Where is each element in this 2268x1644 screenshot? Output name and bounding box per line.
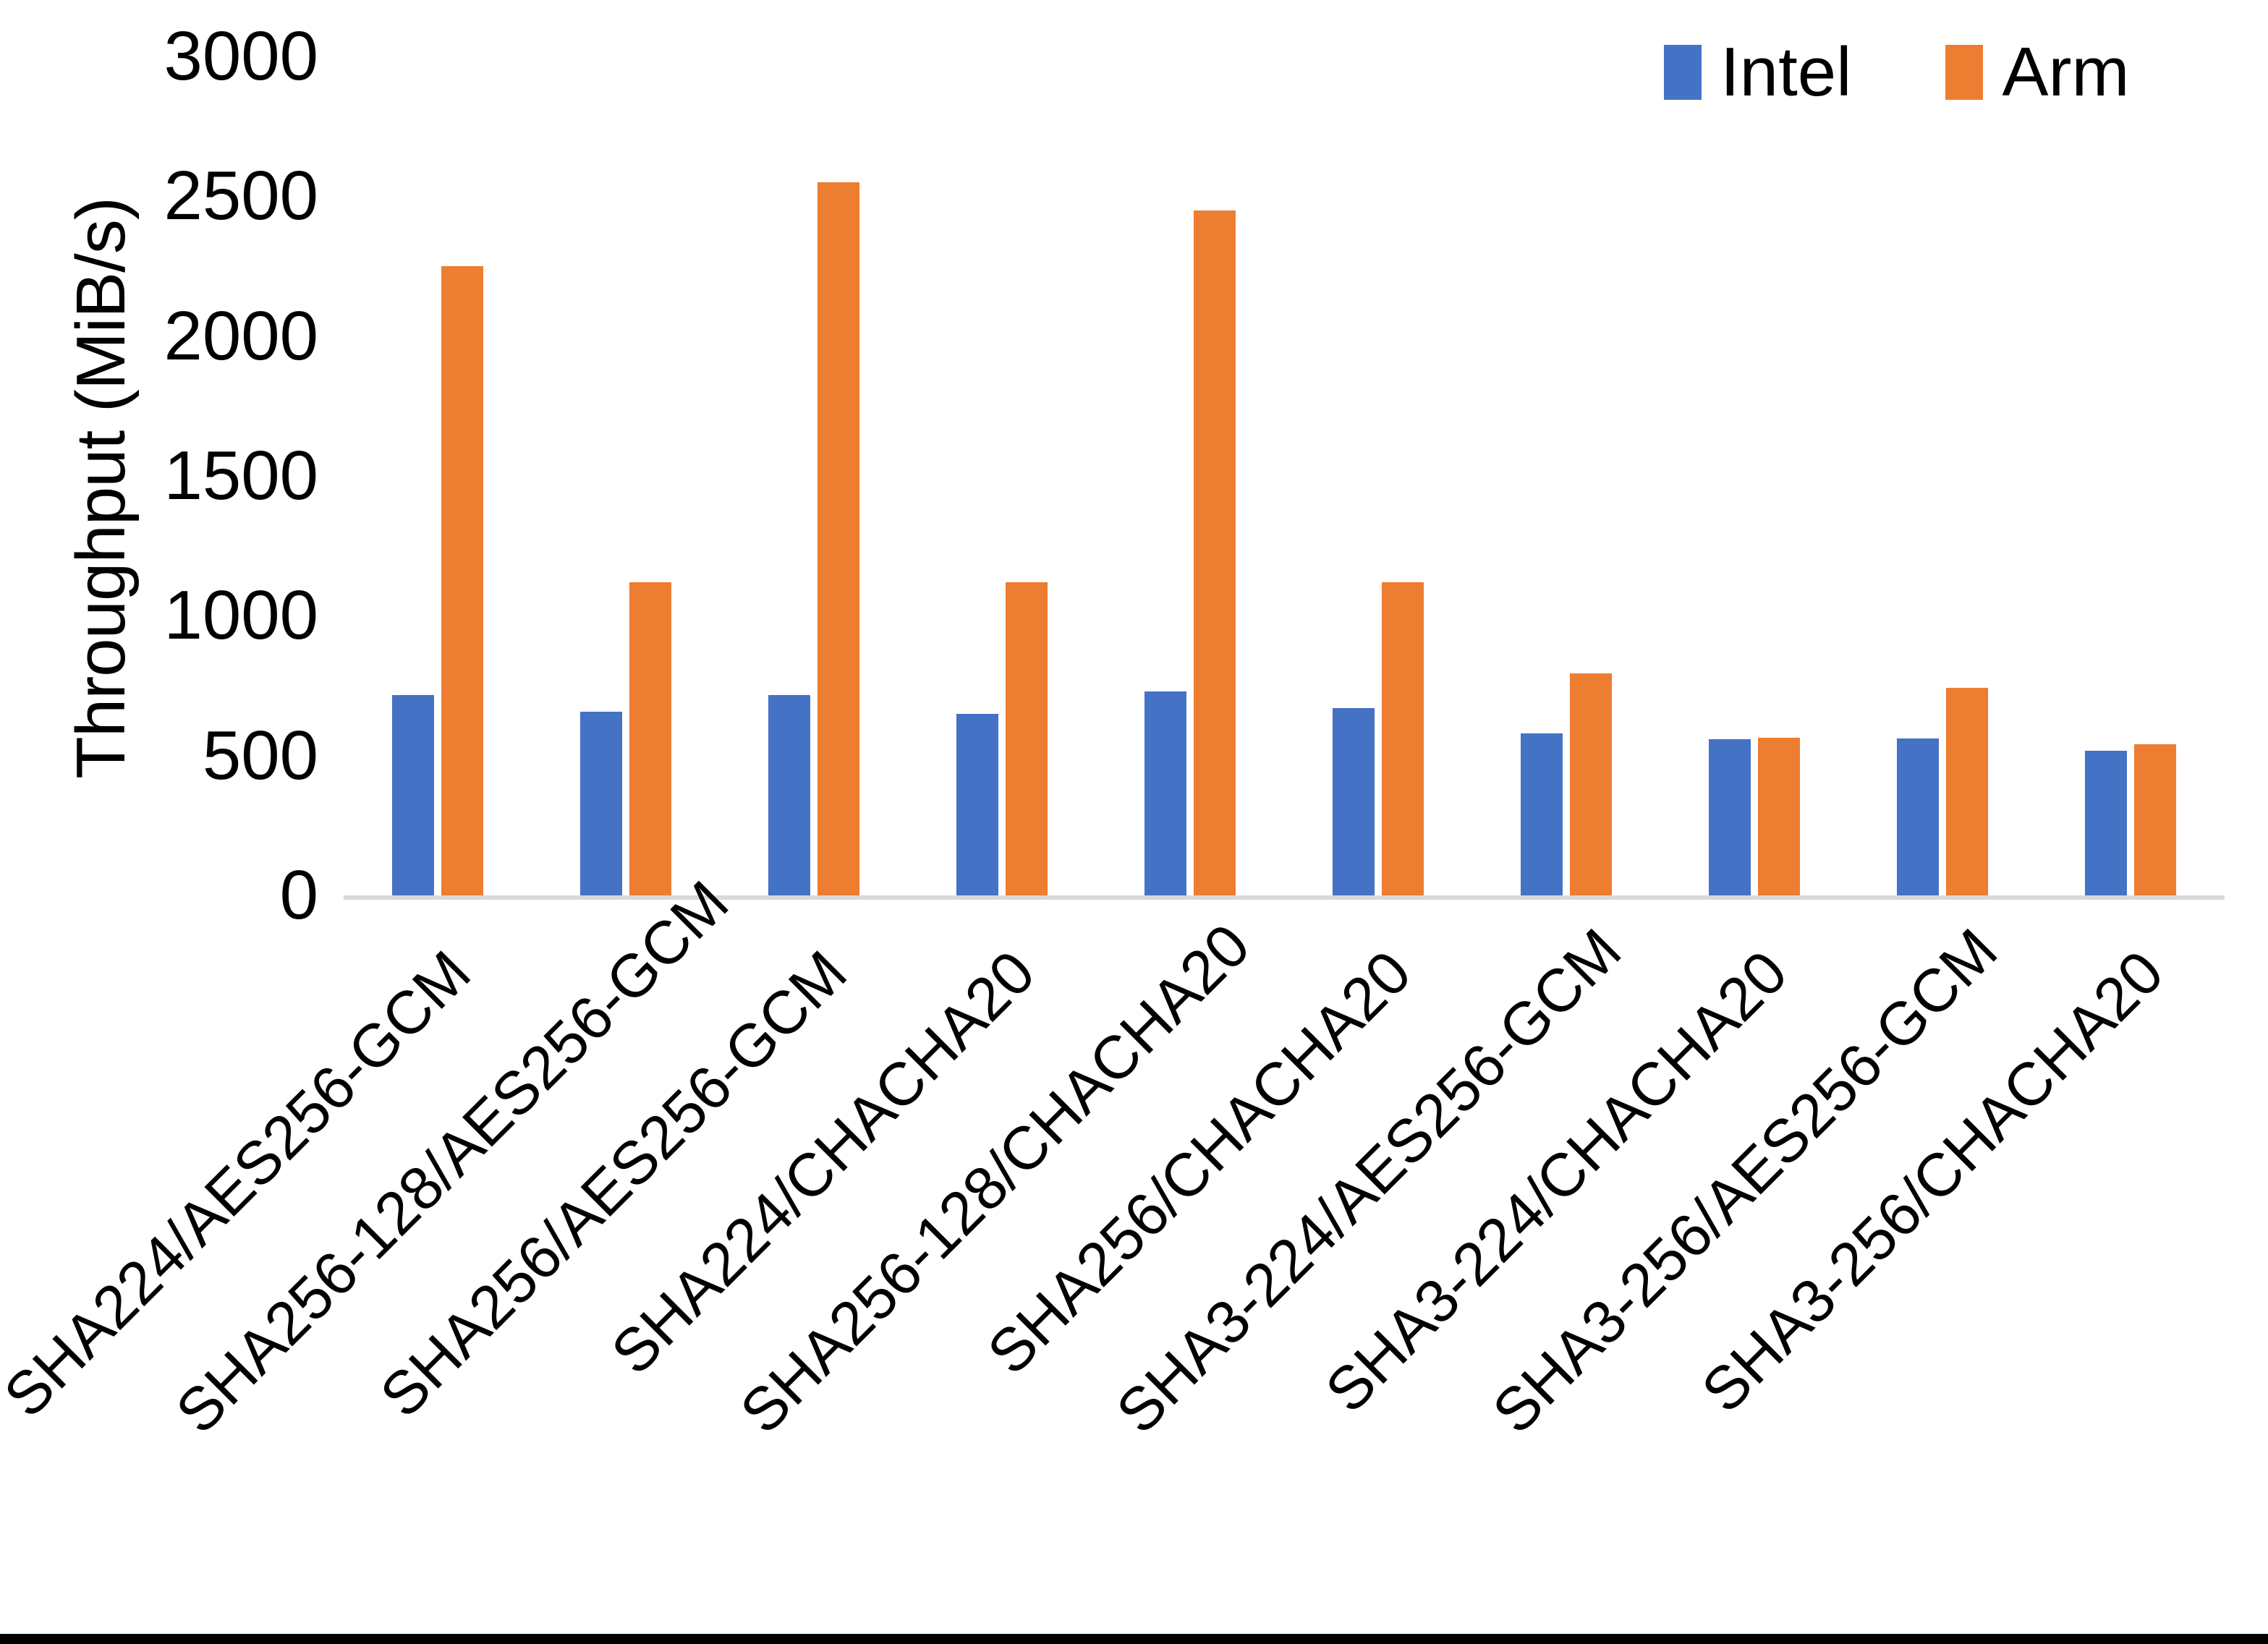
- bar-arm: [441, 266, 483, 895]
- bar-group: [1709, 56, 1800, 895]
- bar-arm: [1758, 737, 1800, 895]
- y-axis-tick-label: 2500: [163, 157, 318, 235]
- bar-group: [1897, 56, 1988, 895]
- bar-arm: [2134, 744, 2176, 895]
- bar-intel: [1521, 733, 1563, 895]
- legend-label: Intel: [1720, 33, 1852, 111]
- legend-label: Arm: [2002, 33, 2130, 111]
- bar-intel: [392, 694, 434, 895]
- x-axis-line: [344, 895, 2225, 900]
- bar-intel: [1333, 707, 1375, 895]
- bar-group: [1144, 56, 1236, 895]
- bar-intel: [1709, 739, 1751, 895]
- bar-group: [1333, 56, 1424, 895]
- bar-group: [768, 56, 859, 895]
- bar-arm: [1570, 673, 1612, 895]
- legend-swatch-icon: [1945, 45, 1984, 100]
- y-axis-tick-label: 1500: [163, 437, 318, 514]
- y-axis-tick-label: 0: [279, 856, 318, 934]
- bar-group: [392, 56, 483, 895]
- bar-group: [1521, 56, 1612, 895]
- plot-area: [344, 56, 2225, 895]
- legend-item-arm[interactable]: Arm: [1945, 38, 2129, 107]
- bar-arm: [817, 182, 859, 895]
- bar-intel: [768, 694, 810, 895]
- bar-arm: [1382, 582, 1424, 895]
- chart-legend: Intel Arm: [1664, 38, 2129, 107]
- bar-group: [956, 56, 1048, 895]
- y-axis-tick-labels: 3000 2500 2000 1500 1000 500 0: [101, 0, 318, 1644]
- legend-item-intel[interactable]: Intel: [1664, 38, 1851, 107]
- bar-arm: [629, 582, 671, 895]
- bar-intel: [956, 713, 998, 895]
- x-axis-category-labels: SHA224/AES256-GCM SHA256-128/AES256-GCM SH…: [0, 868, 2268, 1562]
- y-axis-tick-label: 2000: [163, 297, 318, 375]
- bar-arm: [1946, 687, 1988, 895]
- bar-arm: [1006, 582, 1048, 895]
- bar-group: [2085, 56, 2176, 895]
- bar-intel: [2085, 751, 2127, 895]
- y-axis-tick-label: 1000: [163, 576, 318, 655]
- y-axis-tick-label: 3000: [163, 17, 318, 95]
- bar-arm: [1194, 210, 1236, 895]
- bar-intel: [1144, 691, 1186, 895]
- bar-intel: [580, 711, 622, 895]
- bar-intel: [1897, 738, 1939, 895]
- y-axis-tick-label: 500: [202, 716, 318, 794]
- legend-swatch-icon: [1664, 45, 1702, 100]
- bar-group: [580, 56, 671, 895]
